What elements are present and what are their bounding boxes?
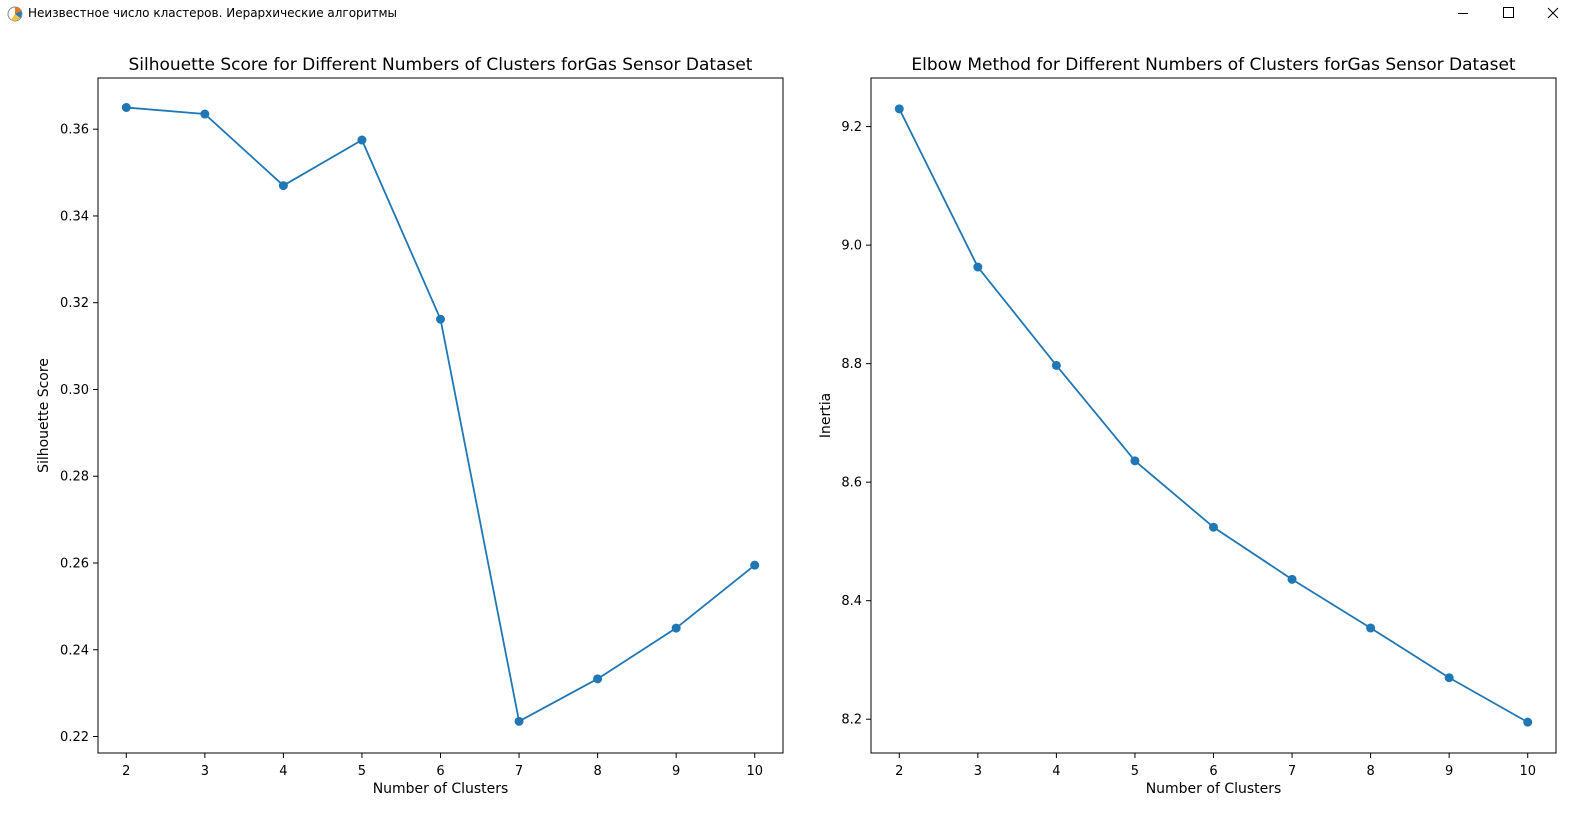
x-tick-label: 8 bbox=[1366, 764, 1374, 779]
title-bar[interactable]: Неизвестное число кластеров. Иерархическ… bbox=[0, 0, 1586, 28]
matplotlib-figure-icon bbox=[7, 6, 23, 22]
y-axis-label: Silhouette Score bbox=[36, 358, 52, 473]
x-tick-label: 6 bbox=[1209, 764, 1217, 779]
data-point bbox=[973, 262, 983, 272]
x-tick-label: 3 bbox=[201, 764, 209, 779]
close-icon bbox=[1547, 7, 1559, 19]
data-point bbox=[1444, 673, 1454, 683]
minimize-button[interactable] bbox=[1440, 0, 1486, 28]
x-tick-label: 7 bbox=[515, 764, 523, 779]
data-point bbox=[1287, 574, 1297, 584]
x-tick-label: 5 bbox=[1131, 764, 1139, 779]
data-point bbox=[1051, 360, 1061, 370]
x-tick-label: 8 bbox=[593, 764, 601, 779]
x-tick-label: 6 bbox=[436, 764, 444, 779]
x-tick-label: 10 bbox=[746, 764, 763, 779]
data-point bbox=[200, 109, 210, 119]
figure-canvas: Silhouette Score for Different Numbers o… bbox=[36, 55, 1557, 797]
plot-frame bbox=[97, 77, 784, 754]
y-tick-label: 0.34 bbox=[60, 209, 89, 224]
y-tick-label: 0.32 bbox=[60, 296, 89, 311]
data-point bbox=[121, 102, 131, 112]
x-tick-label: 2 bbox=[122, 764, 130, 779]
y-tick-label: 0.22 bbox=[60, 730, 89, 745]
data-point bbox=[278, 181, 288, 191]
y-tick-label: 0.26 bbox=[60, 556, 89, 571]
data-point bbox=[1130, 456, 1140, 466]
maximize-icon bbox=[1503, 7, 1514, 18]
x-axis-label: Number of Clusters bbox=[373, 781, 509, 797]
y-tick-label: 0.36 bbox=[60, 123, 89, 138]
chart-2: Elbow Method for Different Numbers of Cl… bbox=[818, 55, 1557, 797]
series-line bbox=[898, 108, 1529, 723]
data-point bbox=[894, 104, 904, 114]
data-point bbox=[750, 560, 760, 570]
chart-title: Elbow Method for Different Numbers of Cl… bbox=[911, 55, 1516, 75]
data-point bbox=[671, 623, 681, 633]
plot-frame bbox=[870, 77, 1557, 754]
data-point bbox=[357, 135, 367, 145]
y-axis-label: Inertia bbox=[818, 393, 834, 438]
series-line bbox=[126, 106, 756, 723]
x-tick-label: 9 bbox=[672, 764, 680, 779]
close-button[interactable] bbox=[1540, 0, 1586, 28]
chart-1: Silhouette Score for Different Numbers o… bbox=[36, 55, 784, 797]
x-tick-label: 9 bbox=[1445, 764, 1453, 779]
y-tick-label: 0.30 bbox=[60, 383, 89, 398]
data-point bbox=[593, 674, 603, 684]
data-point bbox=[514, 716, 524, 726]
window-title: Неизвестное число кластеров. Иерархическ… bbox=[28, 6, 397, 20]
x-tick-label: 4 bbox=[1052, 764, 1060, 779]
x-tick-label: 5 bbox=[358, 764, 366, 779]
y-tick-label: 8.4 bbox=[841, 594, 862, 609]
x-tick-label: 10 bbox=[1519, 764, 1536, 779]
x-tick-label: 4 bbox=[279, 764, 287, 779]
data-point bbox=[1209, 522, 1218, 532]
minimize-icon bbox=[1458, 13, 1468, 14]
x-tick-label: 7 bbox=[1288, 764, 1296, 779]
y-tick-label: 8.6 bbox=[841, 476, 862, 491]
data-point bbox=[436, 314, 445, 324]
y-tick-label: 9.2 bbox=[841, 120, 862, 135]
y-tick-label: 0.24 bbox=[60, 643, 89, 658]
data-point bbox=[1366, 623, 1376, 633]
y-tick-label: 8.2 bbox=[841, 713, 862, 728]
y-tick-label: 8.8 bbox=[841, 357, 862, 372]
x-tick-label: 3 bbox=[974, 764, 982, 779]
x-axis-label: Number of Clusters bbox=[1146, 781, 1282, 797]
data-point bbox=[1523, 717, 1533, 727]
maximize-button[interactable] bbox=[1486, 0, 1532, 28]
y-tick-label: 9.0 bbox=[841, 239, 862, 254]
y-tick-label: 0.28 bbox=[60, 470, 89, 485]
x-tick-label: 2 bbox=[895, 764, 903, 779]
chart-title: Silhouette Score for Different Numbers o… bbox=[129, 55, 753, 75]
